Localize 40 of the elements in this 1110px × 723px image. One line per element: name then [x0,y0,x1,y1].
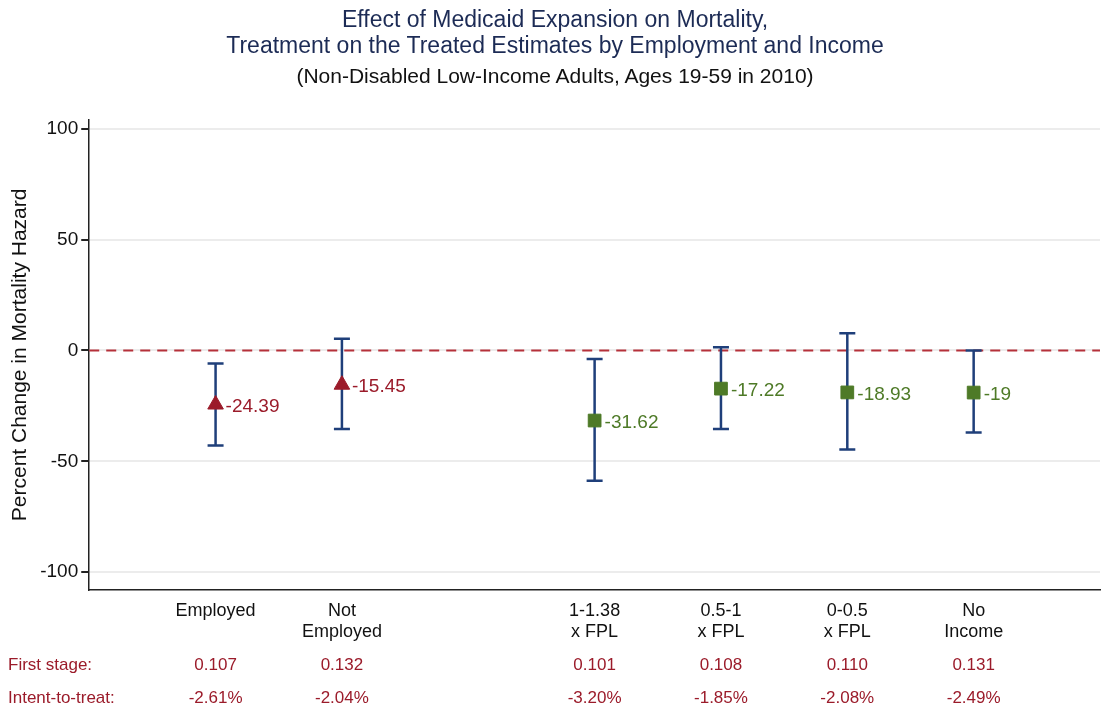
data-label: -17.22 [730,378,785,400]
y-axis-title: Percent Change in Mortality Hazard [7,188,31,522]
data-label: -18.93 [857,382,912,404]
text: -2.04% [314,688,369,708]
text: 0.108 [699,655,743,675]
data-label: -15.45 [351,374,406,396]
text: 0.107 [194,655,237,675]
text: First stage: [8,655,93,675]
point [840,385,855,400]
x-tick-label: 1-1.38 x FPL [569,599,621,642]
point [587,413,602,428]
point [333,375,351,390]
data-label: -24.39 [225,394,280,416]
x-tick-label: Not Employed [301,599,382,642]
text: 0.132 [320,655,364,675]
y-tick-label: -50 [50,449,79,471]
y-tick-label: 0 [67,338,79,360]
chart-subtitle: (Non-Disabled Low-Income Adults, Ages 19-59 in 2010) [295,64,815,88]
text: -3.20% [567,688,622,708]
text: -1.85% [694,688,748,708]
text: -2.61% [188,688,243,708]
x-tick-label: Employed [175,599,256,620]
x-tick-label: 0-0.5 x FPL [823,599,871,642]
point [714,381,728,396]
data-label: -19 [983,382,1012,404]
text: 0.110 [826,655,868,675]
y-tick-label: -100 [40,560,79,582]
x-tick-label: 0.5-1 x FPL [697,599,745,642]
text: 0.131 [952,655,995,675]
y-tick-label: 100 [46,117,79,139]
text: Intent-to-treat: [8,688,115,708]
point [207,395,224,410]
text: -2.08% [820,688,875,708]
text: -2.49% [946,688,1001,708]
point [966,385,981,400]
text: 0.101 [573,655,616,675]
data-label: -31.62 [604,410,659,432]
chart-title: Effect of Medicaid Expansion on Mortality, Treatment on the Treated Estimates by Employment and Income [225,5,885,58]
y-tick-label: 50 [57,227,79,249]
x-tick-label: No Income [944,599,1004,642]
